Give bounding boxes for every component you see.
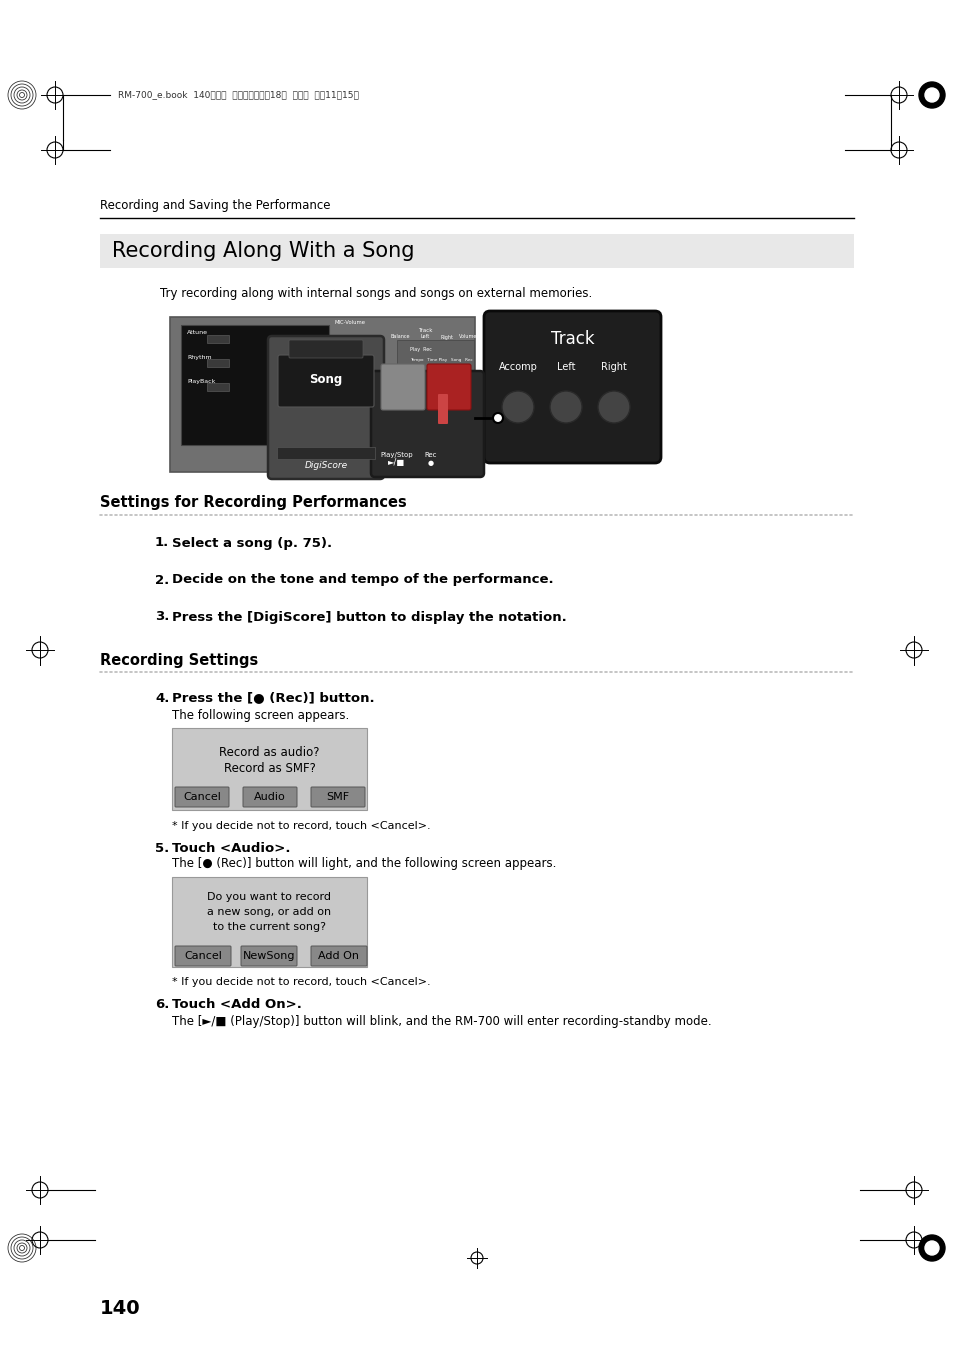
Text: Select a song (p. 75).: Select a song (p. 75).: [172, 536, 332, 550]
Text: ●: ●: [428, 459, 434, 466]
FancyBboxPatch shape: [396, 340, 474, 370]
FancyBboxPatch shape: [181, 326, 329, 444]
Text: Do you want to record: Do you want to record: [208, 892, 331, 902]
Text: The [►/■ (Play/Stop)] button will blink, and the RM-700 will enter recording-sta: The [►/■ (Play/Stop)] button will blink,…: [172, 1015, 711, 1028]
Text: Right: Right: [600, 362, 626, 372]
FancyBboxPatch shape: [243, 788, 296, 807]
Text: Right: Right: [440, 335, 453, 339]
Text: 4.: 4.: [154, 692, 170, 704]
FancyBboxPatch shape: [277, 355, 374, 407]
Text: ►/■: ►/■: [388, 458, 405, 467]
Circle shape: [598, 390, 629, 423]
Circle shape: [550, 390, 581, 423]
Text: Tempo   Time Play   Song   Rec: Tempo Time Play Song Rec: [410, 358, 472, 362]
FancyBboxPatch shape: [427, 363, 471, 409]
Circle shape: [341, 339, 377, 376]
Text: 2.: 2.: [154, 574, 169, 586]
Text: * If you decide not to record, touch <Cancel>.: * If you decide not to record, touch <Ca…: [172, 821, 430, 831]
Text: Recording Settings: Recording Settings: [100, 653, 258, 667]
Text: 3.: 3.: [154, 611, 170, 624]
FancyBboxPatch shape: [207, 359, 229, 367]
FancyBboxPatch shape: [174, 788, 229, 807]
Text: Rec: Rec: [424, 453, 436, 458]
Circle shape: [924, 88, 938, 101]
Text: Try recording along with internal songs and songs on external memories.: Try recording along with internal songs …: [160, 286, 592, 300]
Text: Cancel: Cancel: [183, 792, 221, 802]
Text: Rhythm: Rhythm: [187, 354, 212, 359]
Circle shape: [918, 82, 944, 108]
FancyBboxPatch shape: [174, 946, 231, 966]
FancyBboxPatch shape: [311, 788, 365, 807]
Circle shape: [348, 345, 372, 369]
Text: 5.: 5.: [154, 843, 169, 855]
FancyBboxPatch shape: [268, 336, 384, 480]
FancyBboxPatch shape: [207, 382, 229, 392]
Text: SMF: SMF: [326, 792, 349, 802]
Circle shape: [501, 390, 534, 423]
Text: Track: Track: [417, 327, 432, 332]
Text: Balance: Balance: [390, 335, 410, 339]
Text: a new song, or add on: a new song, or add on: [207, 907, 332, 917]
Text: Left: Left: [420, 335, 429, 339]
Text: Volume: Volume: [458, 335, 476, 339]
Circle shape: [429, 372, 436, 380]
Circle shape: [413, 372, 420, 380]
Text: Touch <Add On>.: Touch <Add On>.: [172, 997, 301, 1011]
Text: Record as SMF?: Record as SMF?: [223, 762, 315, 774]
Text: to the current song?: to the current song?: [213, 921, 326, 932]
Text: * If you decide not to record, touch <Cancel>.: * If you decide not to record, touch <Ca…: [172, 977, 430, 988]
Text: Play  Rec: Play Rec: [410, 347, 432, 353]
Text: DigiScore: DigiScore: [304, 461, 347, 470]
FancyBboxPatch shape: [276, 447, 375, 459]
Text: RM-700_e.book  140ページ  ２００９年３月18日  水曜日  午前11時15分: RM-700_e.book 140ページ ２００９年３月18日 水曜日 午前11…: [118, 91, 358, 100]
Text: Add On: Add On: [318, 951, 359, 961]
Text: NewSong: NewSong: [242, 951, 294, 961]
FancyBboxPatch shape: [241, 946, 296, 966]
Text: Recording Along With a Song: Recording Along With a Song: [112, 240, 414, 261]
Text: 1.: 1.: [154, 536, 169, 550]
Text: Track: Track: [550, 330, 594, 349]
Text: 140: 140: [100, 1298, 140, 1317]
Text: The following screen appears.: The following screen appears.: [172, 709, 349, 723]
FancyBboxPatch shape: [289, 340, 363, 358]
FancyBboxPatch shape: [437, 394, 448, 424]
Text: MIC-Volume: MIC-Volume: [335, 320, 365, 326]
FancyBboxPatch shape: [170, 317, 475, 471]
Text: Press the [DigiScore] button to display the notation.: Press the [DigiScore] button to display …: [172, 611, 566, 624]
Text: PlayBack: PlayBack: [187, 378, 215, 384]
Circle shape: [918, 1235, 944, 1260]
Text: Play/Stop: Play/Stop: [380, 453, 413, 458]
FancyBboxPatch shape: [207, 335, 229, 343]
Text: Attune: Attune: [187, 331, 208, 335]
FancyBboxPatch shape: [172, 877, 367, 967]
Text: Settings for Recording Performances: Settings for Recording Performances: [100, 496, 406, 511]
Text: Recording and Saving the Performance: Recording and Saving the Performance: [100, 199, 330, 212]
FancyBboxPatch shape: [371, 372, 483, 477]
Text: Audio: Audio: [253, 792, 286, 802]
Circle shape: [493, 413, 502, 423]
FancyBboxPatch shape: [100, 234, 853, 267]
FancyBboxPatch shape: [380, 363, 424, 409]
FancyBboxPatch shape: [483, 311, 660, 463]
Text: 6.: 6.: [154, 997, 170, 1011]
Text: The [● (Rec)] button will light, and the following screen appears.: The [● (Rec)] button will light, and the…: [172, 858, 556, 870]
Circle shape: [924, 1242, 938, 1255]
Text: Decide on the tone and tempo of the performance.: Decide on the tone and tempo of the perf…: [172, 574, 553, 586]
Text: Left: Left: [557, 362, 575, 372]
FancyBboxPatch shape: [172, 728, 367, 811]
Text: Press the [● (Rec)] button.: Press the [● (Rec)] button.: [172, 692, 375, 704]
FancyBboxPatch shape: [311, 946, 367, 966]
Text: Song: Song: [309, 373, 342, 386]
Text: Cancel: Cancel: [184, 951, 222, 961]
Text: Record as audio?: Record as audio?: [219, 747, 319, 759]
Text: Touch <Audio>.: Touch <Audio>.: [172, 843, 291, 855]
Text: Accomp: Accomp: [498, 362, 537, 372]
